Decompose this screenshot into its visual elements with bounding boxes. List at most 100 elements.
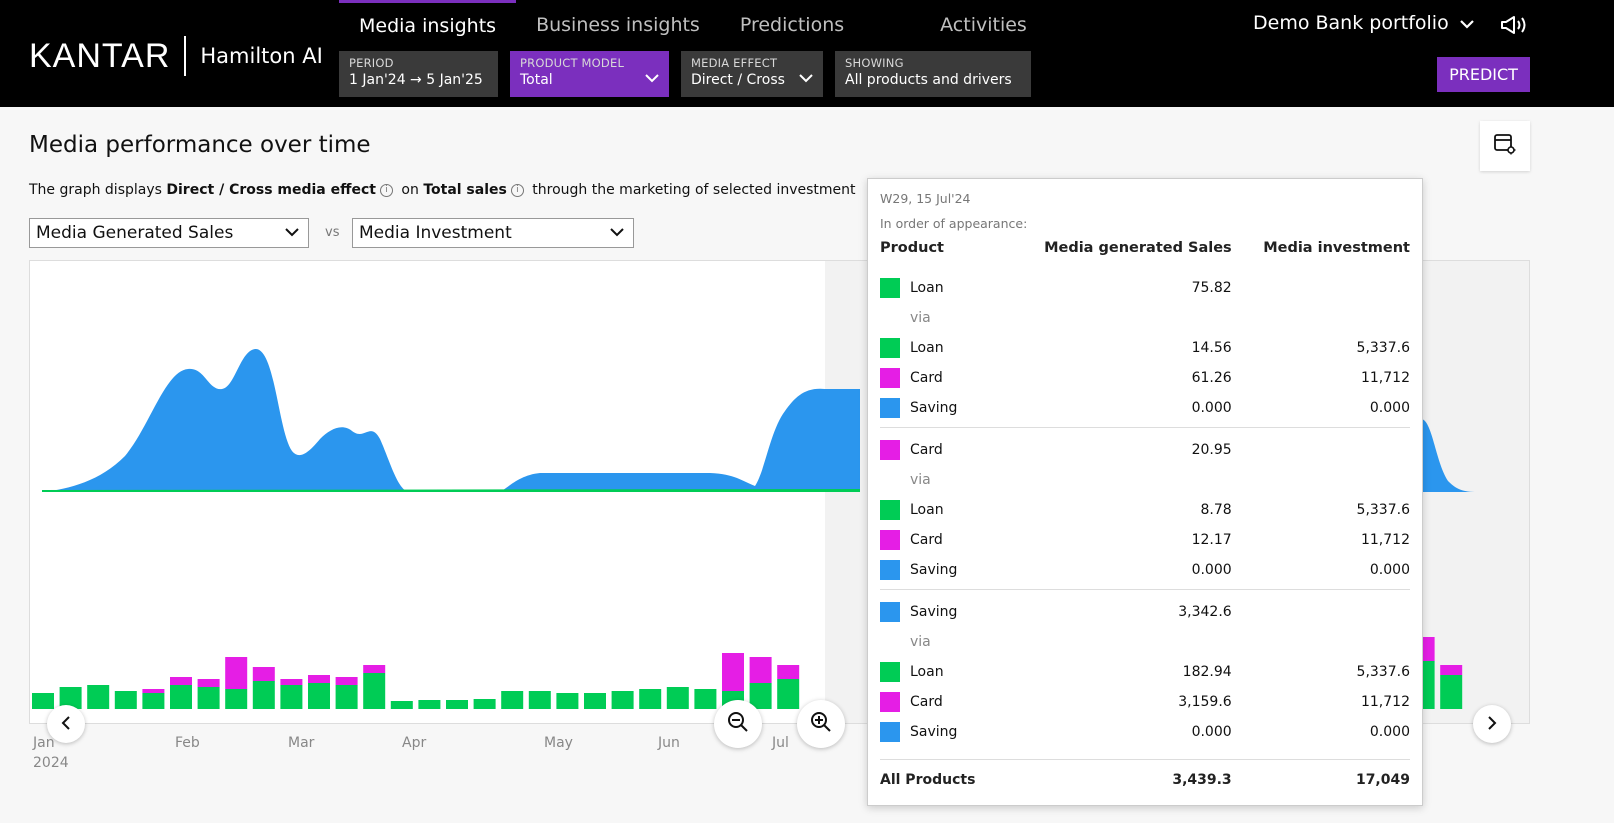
product-name: Card	[910, 532, 943, 548]
investment-bar-loan	[473, 699, 496, 709]
total-sales: 3,439.3	[1172, 771, 1232, 788]
logo-divider	[184, 36, 187, 76]
portfolio-selector[interactable]: Demo Bank portfolio	[1253, 12, 1475, 34]
via-label: via	[910, 310, 931, 326]
row-product: Loan	[880, 278, 1009, 298]
investment-bar-loan	[225, 689, 248, 709]
tooltip-group: Loan 75.82 via Loan 14.56 5,337.6 Card 61.26 11,…	[880, 266, 1410, 428]
portfolio-name: Demo Bank portfolio	[1253, 12, 1449, 34]
product-model-label: PRODUCT MODEL	[520, 56, 625, 70]
tooltip-via-row: Loan 14.56 5,337.6	[880, 333, 1410, 363]
row-product: Card	[880, 692, 1009, 712]
metric-left-dropdown[interactable]: Media Generated Sales	[29, 218, 309, 248]
tooltip-via-row: Saving 0.000 0.000	[880, 555, 1410, 585]
chevron-right-icon	[1487, 715, 1497, 734]
tooltip-via-row: Card 61.26 11,712	[880, 363, 1410, 393]
row-product: Card	[880, 440, 1009, 460]
info-icon[interactable]: i	[510, 183, 524, 197]
info-icon[interactable]: i	[379, 183, 393, 197]
product-name: Loan	[910, 280, 944, 296]
product-name: Card	[910, 694, 943, 710]
media-effect-filter[interactable]: MEDIA EFFECT Direct / Cross	[681, 51, 823, 97]
product-name: Loan	[910, 502, 944, 518]
investment-bar-loan	[694, 689, 717, 709]
tooltip-via-row: Card 3,159.6 11,712	[880, 687, 1410, 717]
total-label: All Products	[880, 771, 976, 788]
desc-effect: Direct / Cross media effect	[166, 182, 376, 198]
row-investment: 5,337.6	[1356, 340, 1410, 356]
investment-bar-loan	[528, 691, 551, 709]
tab-activities[interactable]: Activities	[940, 14, 1027, 36]
row-investment: 0.000	[1369, 400, 1410, 416]
period-filter[interactable]: PERIOD 1 Jan'24 → 5 Jan'25	[339, 51, 498, 97]
investment-bar-card	[722, 653, 744, 691]
investment-bar-card	[252, 667, 275, 681]
metric-right-value: Media Investment	[359, 223, 512, 243]
x-label-mar: Mar	[288, 735, 315, 751]
investment-bar-loan	[446, 700, 468, 709]
color-swatch	[880, 368, 900, 388]
logo[interactable]: KANTAR Hamilton AI	[29, 36, 323, 76]
x-label-may: May	[544, 735, 573, 751]
color-swatch	[880, 338, 900, 358]
tab-media-insights[interactable]: Media insights	[339, 0, 517, 48]
scroll-right-button[interactable]	[1473, 705, 1511, 743]
x-label-feb: Feb	[175, 735, 200, 751]
metric-right-dropdown[interactable]: Media Investment	[352, 218, 634, 248]
color-swatch	[880, 398, 900, 418]
tooltip-total-row: All Products 3,439.3 17,049	[880, 759, 1410, 799]
investment-bar-loan	[418, 700, 441, 709]
via-label: via	[910, 472, 931, 488]
predict-button[interactable]: PREDICT	[1437, 57, 1530, 92]
investment-bar-loan	[611, 691, 634, 709]
investment-bar-card	[308, 675, 330, 683]
header-sales: Media generated Sales	[1044, 240, 1232, 256]
tab-predictions[interactable]: Predictions	[739, 14, 845, 36]
row-product: Saving	[880, 722, 1009, 742]
color-swatch	[880, 500, 900, 520]
investment-bar-loan	[1440, 675, 1463, 709]
investment-bar-loan	[59, 687, 82, 709]
product-model-filter[interactable]: PRODUCT MODEL Total	[510, 51, 669, 97]
row-product: Loan	[880, 662, 1009, 682]
investment-bar-loan	[308, 683, 330, 709]
investment-bar-loan	[335, 685, 358, 709]
zoom-out-button[interactable]	[714, 700, 762, 748]
investment-bar-loan	[556, 693, 579, 709]
tooltip-header: Product Media generated Sales Media inve…	[880, 240, 1410, 266]
via-label: via	[910, 634, 931, 650]
row-investment: 11,712	[1360, 370, 1410, 386]
investment-bar-loan	[32, 693, 54, 709]
zoom-in-button[interactable]	[797, 700, 845, 748]
color-swatch	[880, 440, 900, 460]
sales-area-loan	[42, 489, 860, 492]
row-sales: 0.000	[1191, 724, 1232, 740]
x-label-apr: Apr	[402, 735, 427, 751]
investment-bar-loan	[390, 701, 413, 709]
color-swatch	[880, 722, 900, 742]
showing-filter[interactable]: SHOWING All products and drivers	[835, 51, 1031, 97]
showing-label: SHOWING	[845, 56, 904, 70]
row-sales: 14.56	[1191, 340, 1232, 356]
investment-bar-loan	[777, 679, 800, 709]
tooltip-via-row: Loan 182.94 5,337.6	[880, 657, 1410, 687]
investment-bar-loan	[197, 687, 220, 709]
scroll-left-button[interactable]	[47, 705, 85, 743]
chart-settings-button[interactable]	[1480, 121, 1530, 171]
color-swatch	[880, 602, 900, 622]
desc-prefix: The graph displays	[29, 182, 162, 198]
chevron-down-icon	[1459, 12, 1475, 34]
top-bar: KANTAR Hamilton AI Media insights Busine…	[0, 0, 1614, 107]
megaphone-icon[interactable]	[1500, 14, 1530, 36]
chevron-down-icon	[284, 222, 300, 247]
desc-on: on	[401, 182, 419, 198]
color-swatch	[880, 278, 900, 298]
tooltip-group: Card 20.95 via Loan 8.78 5,337.6 Card 12.17 11,7…	[880, 428, 1410, 590]
tooltip-groups: Loan 75.82 via Loan 14.56 5,337.6 Card 61.26 11,…	[880, 266, 1410, 751]
desc-suffix: through the marketing of selected invest…	[532, 182, 856, 198]
row-product: Saving	[880, 602, 1009, 622]
row-sales: 20.95	[1191, 442, 1232, 458]
row-sales: 75.82	[1191, 280, 1232, 296]
tab-business-insights[interactable]: Business insights	[536, 14, 700, 36]
investment-bar-loan	[639, 689, 662, 709]
